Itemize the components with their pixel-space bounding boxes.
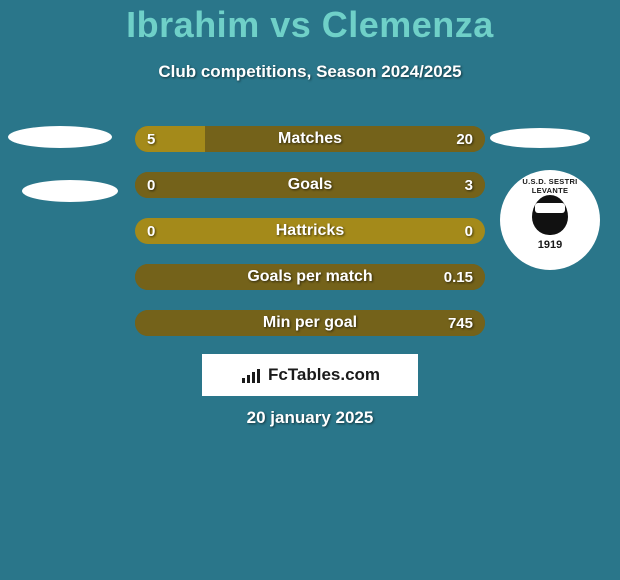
stat-label: Min per goal [135,310,485,336]
bar-chart-icon [240,367,262,383]
attribution-text: FcTables.com [268,365,380,385]
stat-row: Hattricks0 0 [135,218,485,244]
stat-row: Min per goal745 [135,310,485,336]
right-player-oval [490,128,590,148]
subtitle: Club competitions, Season 2024/2025 [0,62,620,82]
stat-label: Hattricks [135,218,485,244]
snapshot-date: 20 january 2025 [0,408,620,428]
stat-value-left: 5 [135,126,167,152]
stat-label: Goals [135,172,485,198]
stat-value-right: 3 [453,172,485,198]
page-title: Ibrahim vs Clemenza [0,4,620,46]
stat-row: Matches5 20 [135,126,485,152]
club-badge: U.S.D. SESTRI LEVANTE 1919 [500,170,600,270]
stat-value-right: 0.15 [432,264,485,290]
stat-value-left: 0 [135,218,167,244]
stat-label: Matches [135,126,485,152]
stat-value-left: 0 [135,172,167,198]
comparison-card: Ibrahim vs Clemenza Club competitions, S… [0,0,620,580]
left-player-oval-2 [22,180,118,202]
stat-row: Goals per match0.15 [135,264,485,290]
badge-year: 1919 [538,239,562,251]
stat-value-right: 0 [453,218,485,244]
stat-value-right: 20 [444,126,485,152]
left-player-oval-1 [8,126,112,148]
stat-value-right: 745 [436,310,485,336]
badge-top-text: U.S.D. SESTRI LEVANTE [505,177,595,195]
moor-head-icon [532,195,568,235]
stat-row: Goals0 3 [135,172,485,198]
attribution-box: FcTables.com [202,354,418,396]
